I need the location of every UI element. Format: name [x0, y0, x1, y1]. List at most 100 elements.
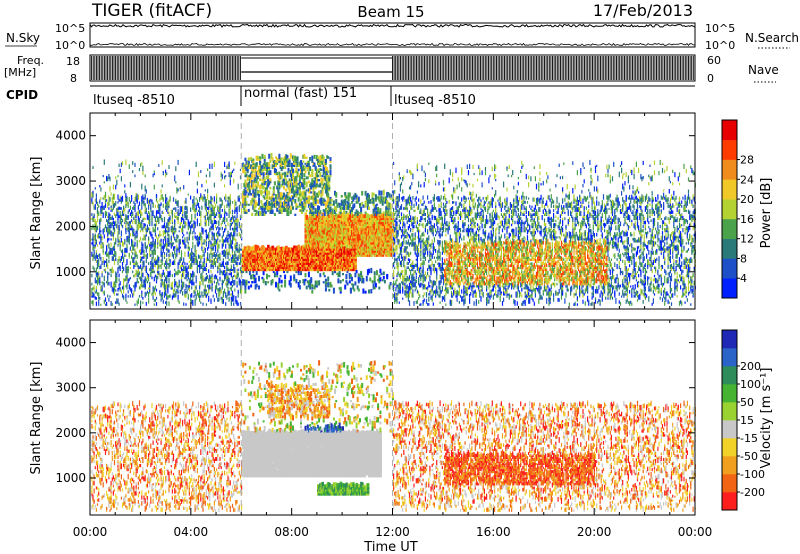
range-gate-cell: [254, 183, 257, 188]
range-gate-cell: [302, 164, 305, 167]
range-gate-cell: [174, 219, 176, 223]
range-gate-cell: [287, 158, 290, 161]
range-gate-cell: [290, 194, 293, 198]
range-gate-cell: [301, 169, 304, 176]
range-gate-cell: [128, 164, 130, 169]
range-gate-cell: [213, 252, 215, 257]
range-gate-cell: [347, 202, 350, 208]
range-gate-cell: [149, 285, 151, 290]
freq-trace: [89, 56, 696, 80]
range-gate-cell: [194, 300, 196, 306]
range-gate-cell: [101, 271, 103, 274]
range-gate-cell: [141, 268, 143, 272]
range-gate-cell: [213, 275, 215, 280]
range-gate-cell: [261, 178, 264, 182]
range-gate-cell: [151, 250, 153, 255]
range-gate-cell: [99, 276, 101, 280]
range-gate-cell: [317, 201, 319, 204]
range-gate-cell: [108, 228, 110, 233]
range-gate-cell: [127, 214, 129, 218]
range-gate-cell: [288, 191, 291, 194]
range-gate-cell: [281, 161, 284, 165]
range-gate-cell: [99, 253, 101, 259]
range-gate-cell: [176, 234, 178, 239]
range-gate-cell: [192, 241, 194, 245]
range-gate-cell: [159, 272, 161, 278]
range-gate-cell: [120, 230, 122, 237]
range-gate-cell: [338, 205, 341, 208]
range-gate-cell: [148, 276, 150, 282]
range-gate-cell: [302, 190, 305, 196]
range-gate-cell: [313, 180, 316, 186]
range-gate-cell: [234, 254, 236, 257]
range-gate-cell: [159, 198, 161, 202]
range-gate-cell: [305, 176, 308, 180]
range-gate-cell: [192, 274, 194, 278]
range-gate-cell: [229, 179, 231, 186]
range-gate-cell: [229, 239, 231, 243]
range-gate-cell: [285, 201, 288, 204]
range-gate-cell: [210, 279, 212, 284]
range-gate-cell: [172, 260, 175, 265]
range-gate-cell: [132, 207, 134, 210]
range-gate-cell: [93, 288, 95, 292]
nave-tick-top: 60: [707, 54, 721, 67]
range-gate-cell: [314, 195, 317, 202]
range-gate-cell: [254, 200, 257, 204]
range-gate-cell: [172, 231, 175, 237]
range-gate-cell: [185, 197, 187, 204]
range-gate-cell: [93, 225, 95, 231]
range-gate-cell: [222, 231, 224, 237]
range-gate-cell: [284, 196, 287, 200]
range-gate-cell: [207, 211, 209, 214]
range-gate-cell: [193, 220, 195, 225]
range-gate-cell: [312, 190, 315, 196]
range-gate-cell: [153, 248, 155, 255]
range-gate-cell: [209, 253, 211, 259]
range-gate-cell: [162, 245, 164, 251]
range-gate-cell: [295, 157, 298, 161]
range-gate-cell: [218, 232, 220, 237]
range-gate-cell: [190, 225, 192, 231]
range-gate-cell: [238, 277, 240, 282]
range-gate-cell: [202, 261, 204, 268]
range-gate-cell: [201, 272, 203, 276]
range-gate-cell: [235, 207, 237, 212]
range-gate-cell: [113, 259, 116, 265]
range-gate-cell: [226, 217, 228, 223]
range-gate-cell: [236, 226, 238, 233]
range-gate-cell: [148, 236, 150, 241]
range-gate-cell: [133, 234, 135, 237]
range-gate-cell: [210, 270, 212, 274]
range-gate-cell: [199, 212, 201, 216]
range-gate-cell: [93, 213, 95, 216]
range-gate-cell: [104, 191, 107, 198]
range-gate-cell: [211, 275, 213, 280]
range-gate-cell: [304, 203, 307, 208]
range-gate-cell: [261, 211, 264, 214]
range-gate-cell: [269, 208, 272, 214]
range-gate-cell: [128, 278, 130, 282]
range-gate-cell: [98, 300, 100, 306]
range-gate-cell: [275, 281, 277, 288]
range-gate-cell: [289, 197, 292, 202]
range-gate-cell: [113, 227, 116, 233]
range-gate-cell: [302, 203, 305, 206]
range-gate-cell: [290, 178, 293, 182]
range-gate-cell: [210, 202, 212, 206]
range-gate-cell: [280, 205, 283, 208]
range-gate-cell: [119, 206, 121, 210]
range-gate-cell: [298, 161, 301, 165]
range-gate-cell: [222, 259, 224, 265]
range-gate-cell: [269, 203, 272, 206]
range-gate-cell: [154, 232, 156, 237]
range-gate-cell: [176, 187, 178, 190]
range-gate-cell: [309, 284, 312, 290]
range-gate-cell: [251, 159, 254, 163]
range-gate-cell: [317, 156, 319, 159]
range-gate-cell: [344, 239, 347, 243]
range-gate-cell: [297, 187, 300, 190]
range-gate-cell: [177, 290, 179, 294]
range-gate-cell: [349, 209, 352, 214]
range-gate-cell: [172, 289, 175, 294]
